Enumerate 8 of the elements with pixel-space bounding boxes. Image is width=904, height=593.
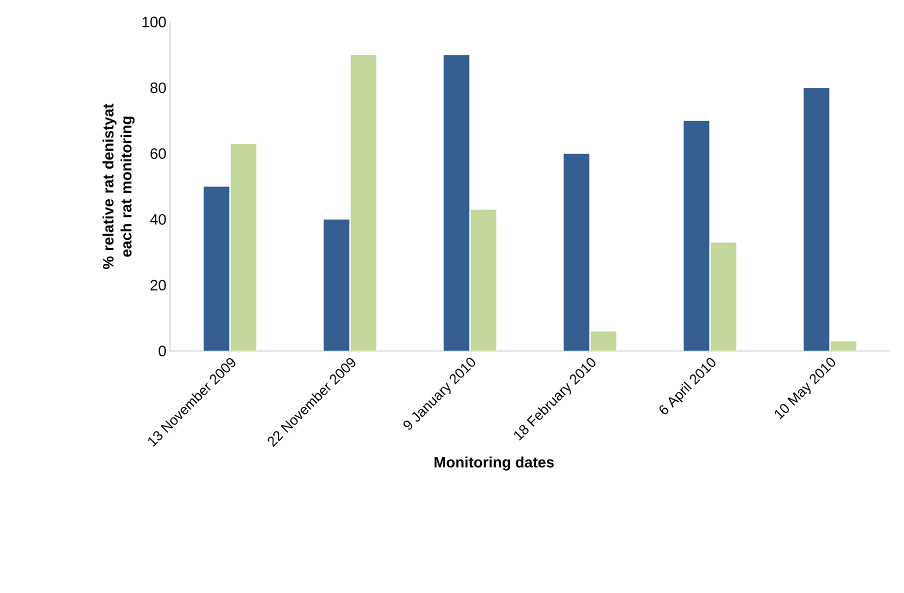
y-tick-label: 100 — [142, 16, 166, 28]
y-axis-title: % relative rat denistyat each rat monitoring — [102, 104, 135, 270]
y-tick-label: 80 — [150, 82, 166, 94]
y-tick-label: 0 — [158, 346, 166, 356]
x-axis-title: Monitoring dates — [434, 456, 554, 471]
y-tick-label: 60 — [150, 148, 166, 159]
y-tick-label: 40 — [150, 214, 166, 225]
y-tick-label: 20 — [150, 280, 166, 290]
